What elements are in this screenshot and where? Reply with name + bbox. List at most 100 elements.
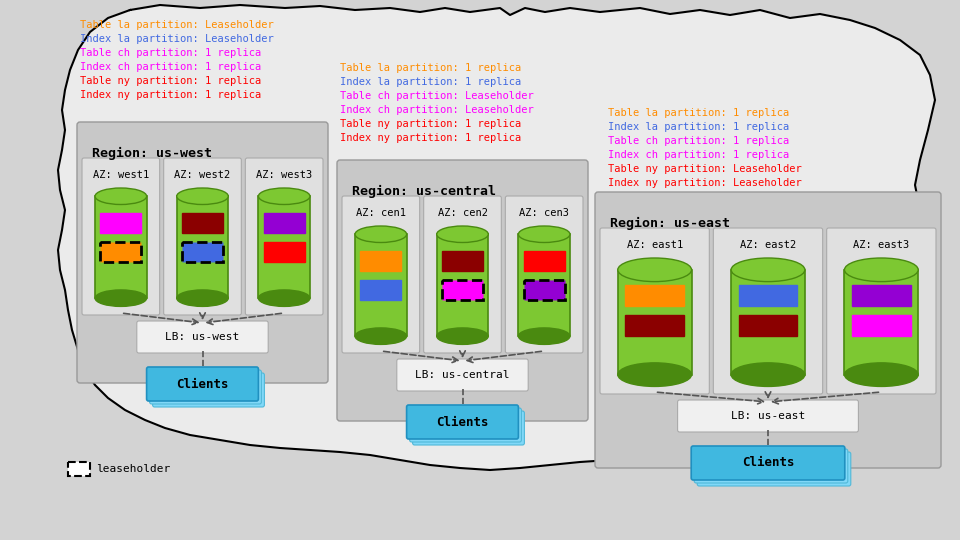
Text: Table la partition: 1 replica: Table la partition: 1 replica (340, 63, 521, 73)
FancyBboxPatch shape (595, 192, 941, 468)
Text: Clients: Clients (177, 377, 228, 390)
Text: LB: us-central: LB: us-central (416, 370, 510, 380)
Text: Region: us-central: Region: us-central (352, 185, 496, 198)
FancyBboxPatch shape (177, 196, 228, 298)
FancyBboxPatch shape (713, 228, 823, 394)
Text: Index ch partition: 1 replica: Index ch partition: 1 replica (80, 62, 261, 72)
Bar (625, 315, 684, 336)
Ellipse shape (258, 290, 310, 306)
FancyBboxPatch shape (258, 196, 310, 298)
Bar (738, 315, 798, 336)
FancyBboxPatch shape (413, 411, 524, 445)
Ellipse shape (845, 363, 918, 387)
Bar (360, 280, 401, 300)
FancyBboxPatch shape (355, 234, 407, 336)
FancyBboxPatch shape (150, 370, 261, 404)
Ellipse shape (732, 258, 804, 281)
Text: LB: us-east: LB: us-east (731, 411, 805, 421)
FancyBboxPatch shape (845, 270, 918, 375)
Ellipse shape (618, 363, 691, 387)
Text: AZ: east1: AZ: east1 (627, 240, 683, 250)
Text: Index ny partition: 1 replica: Index ny partition: 1 replica (340, 133, 521, 143)
FancyBboxPatch shape (600, 228, 709, 394)
FancyBboxPatch shape (396, 359, 528, 391)
Text: Index la partition: Leaseholder: Index la partition: Leaseholder (80, 34, 274, 44)
Text: AZ: cen3: AZ: cen3 (519, 208, 569, 218)
Text: Table ny partition: 1 replica: Table ny partition: 1 replica (340, 119, 521, 129)
Bar (738, 285, 798, 306)
FancyBboxPatch shape (691, 446, 845, 480)
Ellipse shape (732, 363, 804, 387)
FancyBboxPatch shape (694, 449, 848, 483)
Text: leaseholder: leaseholder (96, 464, 170, 474)
FancyBboxPatch shape (407, 405, 518, 439)
FancyBboxPatch shape (437, 234, 489, 336)
Text: Index la partition: 1 replica: Index la partition: 1 replica (608, 122, 789, 132)
Polygon shape (58, 5, 935, 470)
Text: AZ: west2: AZ: west2 (175, 170, 230, 180)
Text: Clients: Clients (436, 415, 489, 429)
Bar (100, 242, 141, 262)
Text: LB: us-west: LB: us-west (165, 332, 240, 342)
FancyBboxPatch shape (82, 158, 159, 315)
Ellipse shape (437, 226, 489, 242)
Text: Table la partition: 1 replica: Table la partition: 1 replica (608, 108, 789, 118)
Text: Index ch partition: Leaseholder: Index ch partition: Leaseholder (340, 105, 534, 115)
FancyBboxPatch shape (137, 321, 268, 353)
Text: Table la partition: Leaseholder: Table la partition: Leaseholder (80, 20, 274, 30)
FancyBboxPatch shape (518, 234, 570, 336)
Text: Index la partition: 1 replica: Index la partition: 1 replica (340, 77, 521, 87)
Text: Table ny partition: 1 replica: Table ny partition: 1 replica (80, 76, 261, 86)
Text: AZ: west3: AZ: west3 (256, 170, 312, 180)
Ellipse shape (177, 290, 228, 306)
FancyBboxPatch shape (246, 158, 323, 315)
Bar (852, 315, 911, 336)
Ellipse shape (518, 226, 570, 242)
FancyBboxPatch shape (153, 373, 264, 407)
FancyBboxPatch shape (77, 122, 328, 383)
Bar (100, 213, 141, 233)
Text: Table ch partition: 1 replica: Table ch partition: 1 replica (608, 136, 789, 146)
Text: AZ: east3: AZ: east3 (853, 240, 909, 250)
Text: Table ch partition: Leaseholder: Table ch partition: Leaseholder (340, 91, 534, 101)
Ellipse shape (437, 328, 489, 345)
Bar (68, 462, 90, 476)
Ellipse shape (845, 258, 918, 281)
Ellipse shape (518, 328, 570, 345)
Text: AZ: cen2: AZ: cen2 (438, 208, 488, 218)
FancyBboxPatch shape (423, 196, 501, 353)
Bar (625, 285, 684, 306)
Text: AZ: cen1: AZ: cen1 (356, 208, 406, 218)
Text: Table ny partition: Leaseholder: Table ny partition: Leaseholder (608, 164, 802, 174)
Bar (181, 213, 223, 233)
Ellipse shape (95, 188, 147, 205)
Bar (264, 213, 304, 233)
FancyBboxPatch shape (697, 452, 851, 486)
Text: Region: us-east: Region: us-east (610, 217, 730, 230)
FancyBboxPatch shape (147, 367, 258, 401)
Ellipse shape (258, 188, 310, 205)
FancyBboxPatch shape (827, 228, 936, 394)
Ellipse shape (355, 328, 407, 345)
Ellipse shape (618, 258, 691, 281)
FancyBboxPatch shape (505, 196, 583, 353)
Text: Index ny partition: Leaseholder: Index ny partition: Leaseholder (608, 178, 802, 188)
Bar (523, 251, 564, 271)
FancyBboxPatch shape (678, 400, 858, 432)
Ellipse shape (177, 188, 228, 205)
Text: Clients: Clients (742, 456, 794, 469)
Ellipse shape (355, 226, 407, 242)
Text: Index ch partition: 1 replica: Index ch partition: 1 replica (608, 150, 789, 160)
FancyBboxPatch shape (410, 408, 521, 442)
FancyBboxPatch shape (163, 158, 241, 315)
Text: AZ: east2: AZ: east2 (740, 240, 796, 250)
Ellipse shape (95, 290, 147, 306)
Bar (181, 242, 223, 262)
Bar (523, 280, 564, 300)
FancyBboxPatch shape (732, 270, 804, 375)
Bar (442, 251, 483, 271)
FancyBboxPatch shape (337, 160, 588, 421)
Bar (442, 280, 483, 300)
Text: AZ: west1: AZ: west1 (93, 170, 149, 180)
Text: Index ny partition: 1 replica: Index ny partition: 1 replica (80, 90, 261, 100)
